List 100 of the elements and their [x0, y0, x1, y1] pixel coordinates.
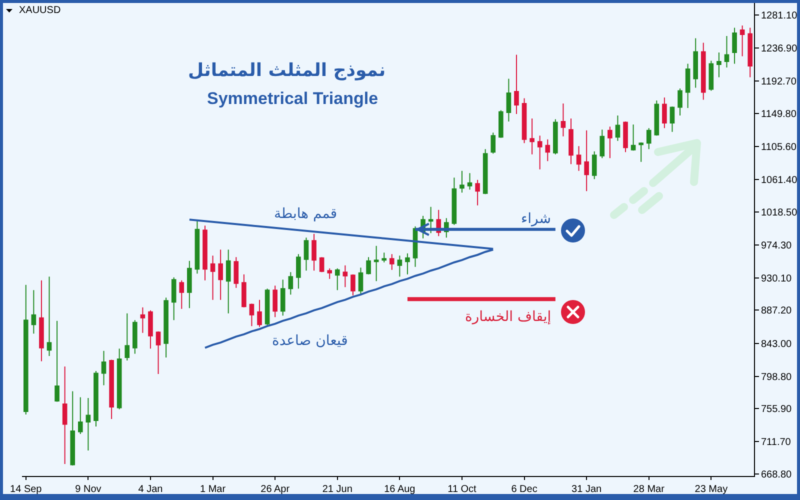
x-tick-label: 9 Nov	[75, 484, 102, 495]
candlestick	[218, 249, 223, 300]
candlestick	[86, 398, 91, 452]
candlestick	[132, 320, 138, 354]
candlestick	[506, 78, 512, 122]
y-tick-label: 887.20	[761, 306, 792, 317]
y-tick-label: 930.10	[761, 274, 792, 285]
candlestick	[23, 284, 28, 416]
candlestick	[638, 142, 644, 162]
candlestick	[560, 102, 566, 137]
candlestick	[405, 252, 410, 275]
candlestick	[382, 252, 387, 263]
candlestick	[327, 268, 332, 280]
candlestick	[124, 312, 130, 362]
y-tick-label: 755.90	[761, 404, 792, 416]
x-tick-label: 26 Apr	[260, 484, 290, 495]
candlestick	[358, 267, 364, 294]
candlestick	[249, 303, 254, 327]
x-tick-label: 16 Aug	[384, 484, 416, 495]
candlestick	[678, 88, 682, 116]
candlestick	[194, 220, 200, 274]
y-tick-label: 668.80	[761, 469, 792, 480]
candlestick	[342, 264, 348, 288]
candlestick	[708, 60, 714, 92]
candlestick	[164, 297, 168, 358]
x-tick-label: 1 Mar	[200, 484, 226, 495]
y-tick-label: 974.30	[761, 240, 792, 252]
candlestick	[374, 245, 379, 282]
candlestick	[366, 256, 371, 275]
candlestick	[670, 106, 675, 132]
candlestick	[482, 148, 488, 195]
candlestick	[210, 255, 216, 300]
candlestick	[39, 280, 44, 362]
x-tick-label: 21 Jun	[322, 484, 352, 495]
candlestick	[630, 124, 636, 152]
candlestick	[545, 138, 550, 162]
candlestick	[740, 24, 745, 57]
candlestick	[226, 249, 231, 314]
text: Symmetrical Triangle	[207, 89, 378, 108]
candlestick	[109, 359, 114, 420]
candlestick	[662, 96, 667, 129]
candlestick	[592, 150, 597, 180]
candlestick	[568, 118, 574, 165]
annotation: قيعان صاعدة	[272, 333, 348, 349]
annotation: قمم هابطة	[274, 206, 338, 222]
candlestick	[288, 272, 294, 296]
candlestick	[475, 179, 480, 206]
x-tick-label: 31 Jan	[572, 484, 602, 495]
x-tick-label: 14 Sep	[10, 484, 42, 495]
candlestick	[716, 52, 722, 78]
y-tick-label: 798.80	[761, 372, 792, 383]
text: نموذج المثلث المتماثل	[188, 60, 386, 81]
candlestick	[537, 135, 542, 170]
candlestick	[498, 110, 504, 138]
candlestick	[530, 118, 534, 155]
candlestick	[428, 206, 434, 234]
candlestick	[600, 129, 605, 159]
candlestick	[522, 98, 527, 144]
candlestick	[264, 288, 270, 326]
candlestick	[179, 280, 184, 310]
candlestick	[140, 306, 146, 334]
candlestick	[685, 63, 690, 108]
candlestick	[615, 114, 620, 142]
candlestick	[101, 350, 106, 386]
y-tick-label: 711.70	[761, 437, 792, 448]
x-tick-label: 11 Oct	[448, 484, 477, 495]
annotation: شراء	[521, 211, 551, 227]
candlestick	[156, 330, 161, 375]
candlestick	[312, 233, 316, 272]
candlestick	[94, 370, 98, 428]
candlestick	[724, 35, 730, 68]
y-tick-label: 1236.90	[761, 44, 798, 55]
y-tick-label: 843.00	[761, 338, 792, 350]
candlestick	[296, 254, 301, 290]
y-tick-label: 1061.40	[761, 175, 798, 186]
candlestick	[334, 268, 340, 291]
candlestick	[54, 320, 60, 402]
candlestick	[460, 170, 464, 194]
candlestick	[732, 27, 737, 64]
candlestick	[452, 177, 457, 226]
x-tick-label: 23 May	[694, 484, 728, 495]
y-tick-label: 1105.60	[761, 142, 797, 153]
candlestick	[748, 27, 753, 78]
candlestick	[319, 256, 324, 273]
candlestick	[389, 254, 394, 270]
candlestick	[70, 390, 76, 466]
candlestick	[272, 285, 278, 318]
candlestick	[62, 366, 68, 465]
candlestick	[608, 126, 612, 159]
annotation: إيقاف الخسارة	[465, 309, 552, 325]
candlestick	[187, 260, 192, 309]
candlestick	[490, 132, 496, 154]
candlestick	[148, 310, 153, 350]
candlestick	[584, 130, 589, 192]
candlestick	[78, 396, 83, 435]
candlestick	[242, 274, 246, 308]
candlestick	[304, 237, 309, 272]
candlestick	[700, 42, 706, 100]
candlestick	[171, 276, 176, 321]
candlestick	[654, 100, 660, 136]
